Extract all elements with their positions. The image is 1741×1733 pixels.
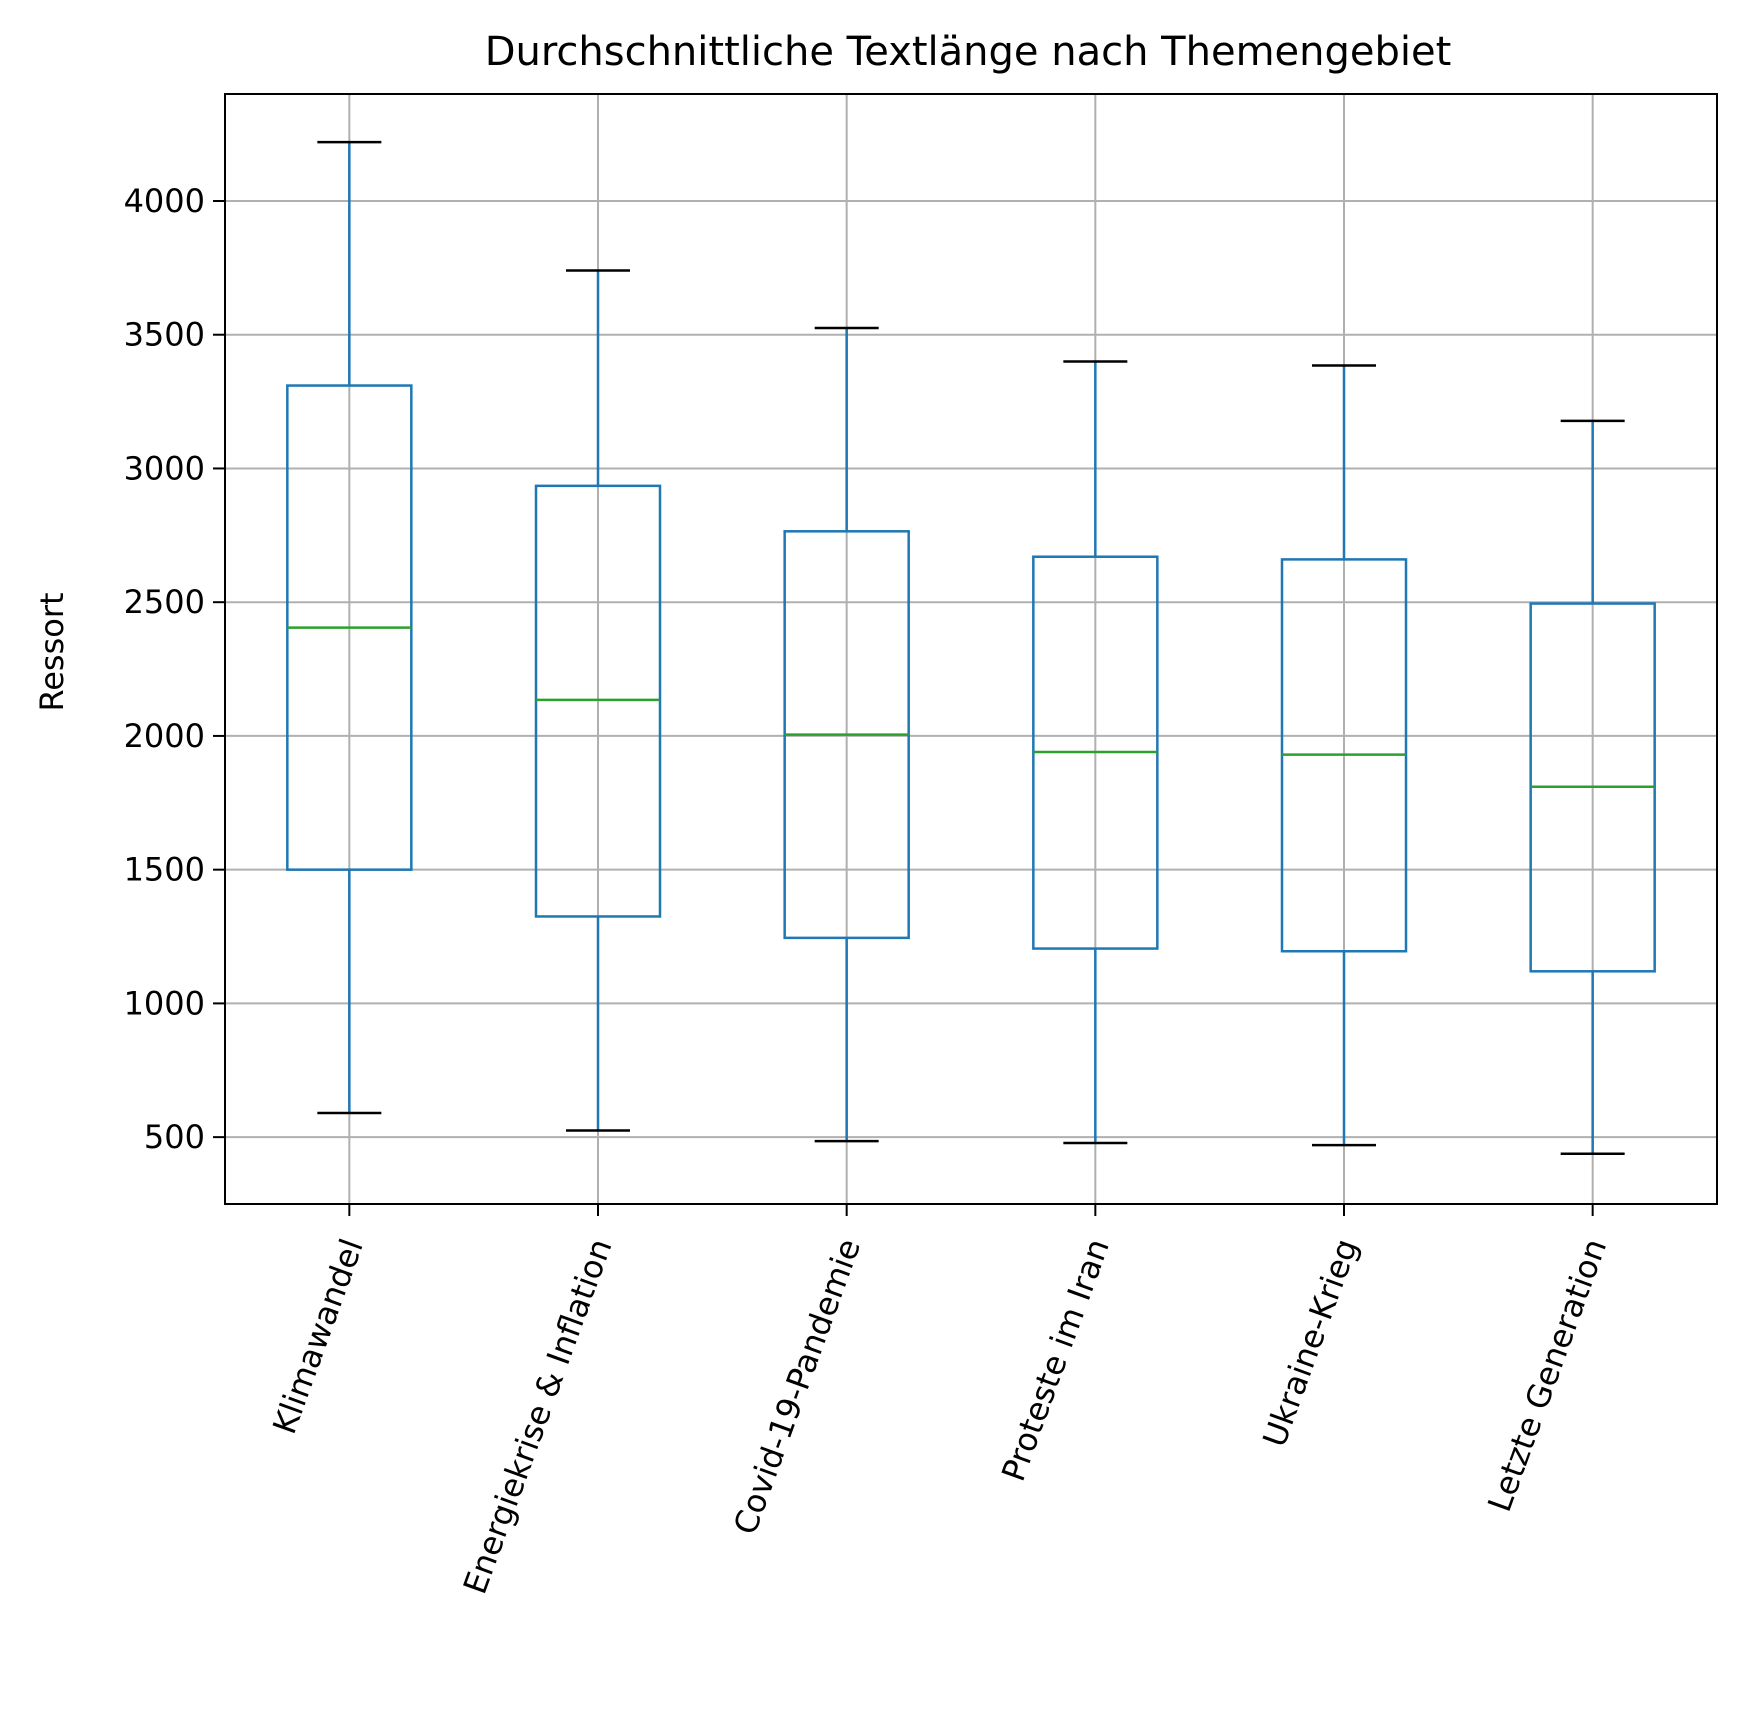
y-tick-label: 500 bbox=[144, 1118, 205, 1156]
x-tick-label: Letzte Generation bbox=[1480, 1234, 1614, 1517]
x-tick-label: Klimawandel bbox=[265, 1234, 371, 1439]
axes: 500 1000 1500 2000 2500 3000 3500 4000 Klimawand… bbox=[124, 182, 1615, 1599]
y-tick-label: 3000 bbox=[124, 449, 205, 487]
x-tick-label: Proteste im Iran bbox=[994, 1234, 1117, 1486]
grid bbox=[225, 94, 1717, 1204]
y-axis-label: Ressort bbox=[33, 592, 71, 711]
box-group bbox=[1032, 360, 1159, 1145]
box-group bbox=[286, 140, 413, 1115]
y-tick-label: 1500 bbox=[124, 851, 205, 889]
x-tick-label: Ukraine-Krieg bbox=[1255, 1234, 1365, 1452]
boxes bbox=[286, 140, 1656, 1155]
y-tick-label: 1000 bbox=[124, 984, 205, 1022]
chart-title: Durchschnittliche Textlänge nach Themeng… bbox=[485, 29, 1452, 75]
y-tick-label: 2500 bbox=[124, 583, 205, 621]
box-group bbox=[534, 269, 662, 1132]
box-group bbox=[1280, 364, 1408, 1147]
box-group bbox=[783, 326, 910, 1143]
y-tick-label: 2000 bbox=[124, 717, 205, 755]
iqr-box bbox=[534, 484, 662, 918]
x-tick-label: Covid-19-Pandemie bbox=[726, 1234, 868, 1540]
y-tick-label: 3500 bbox=[124, 316, 205, 354]
y-tick-label: 4000 bbox=[124, 182, 205, 220]
box-group bbox=[1529, 419, 1656, 1155]
plot-frame bbox=[224, 93, 1718, 1205]
x-tick-label: Energiekrise & Inflation bbox=[456, 1234, 620, 1599]
